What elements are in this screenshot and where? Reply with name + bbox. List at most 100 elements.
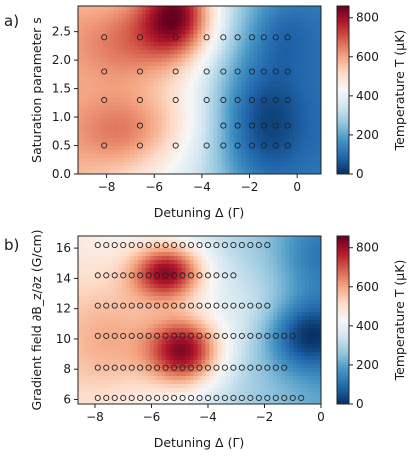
heatmap-cell	[249, 308, 254, 313]
heatmap-cell	[89, 98, 95, 103]
heatmap-cell	[273, 114, 278, 119]
heatmap-cell	[137, 122, 143, 127]
heatmap-cell	[289, 280, 294, 285]
heatmap-cell	[205, 300, 211, 305]
heatmap-cell	[105, 102, 111, 107]
heatmap-cell	[181, 78, 187, 83]
heatmap-cell	[209, 260, 215, 265]
heatmap-cell	[169, 130, 175, 135]
heatmap-cell	[177, 62, 183, 67]
heatmap-cell	[149, 54, 155, 59]
heatmap-cell	[101, 114, 107, 119]
heatmap-cell	[121, 364, 127, 369]
heatmap-cell	[85, 380, 91, 385]
heatmap-cell	[233, 18, 238, 23]
heatmap-cell	[121, 236, 127, 241]
heatmap-cell	[269, 276, 274, 281]
heatmap-cell	[145, 10, 151, 15]
heatmap-cell	[121, 158, 127, 163]
heatmap-cell	[165, 118, 171, 123]
heatmap-cell	[209, 62, 215, 67]
heatmap-cell	[113, 66, 119, 71]
heatmap-cell	[297, 158, 302, 163]
heatmap-cell	[177, 344, 183, 349]
heatmap-cell	[281, 372, 286, 377]
heatmap-cell	[221, 372, 226, 377]
heatmap-cell	[241, 268, 246, 273]
heatmap-cell	[78, 22, 83, 27]
heatmap-cell	[265, 102, 270, 107]
heatmap-cell	[229, 166, 234, 171]
heatmap-cell	[237, 130, 242, 135]
heatmap-cell	[253, 360, 258, 365]
heatmap-cell	[313, 102, 318, 107]
heatmap-cell	[297, 114, 302, 119]
heatmap-cell	[285, 30, 290, 35]
heatmap-cell	[249, 264, 254, 269]
heatmap-cell	[269, 332, 274, 337]
heatmap-cell	[297, 344, 302, 349]
heatmap-cell	[229, 38, 234, 43]
heatmap-cell	[161, 288, 167, 293]
heatmap-cell	[233, 90, 238, 95]
heatmap-cell	[277, 6, 282, 11]
heatmap-cell	[253, 142, 258, 147]
heatmap-cell	[305, 22, 310, 27]
heatmap-cell	[117, 150, 123, 155]
heatmap-cell	[209, 264, 215, 269]
heatmap-cell	[169, 300, 175, 305]
heatmap-cell	[277, 74, 282, 79]
heatmap-cell	[117, 158, 123, 163]
heatmap-cell	[217, 126, 223, 131]
heatmap-cell	[197, 280, 203, 285]
heatmap-cell	[145, 364, 151, 369]
heatmap-cell	[285, 268, 290, 273]
heatmap-cell	[273, 134, 278, 139]
heatmap-cell	[193, 10, 199, 15]
heatmap-cell	[237, 356, 242, 361]
heatmap-cell	[129, 30, 135, 35]
heatmap-cell	[281, 110, 286, 115]
heatmap-cell	[105, 288, 111, 293]
colorbar-tick-label: 200	[356, 128, 379, 142]
heatmap-cell	[137, 154, 143, 159]
heatmap-cell	[137, 316, 143, 321]
heatmap-cell	[125, 170, 131, 174]
heatmap-cell	[225, 54, 230, 59]
heatmap-cell	[125, 138, 131, 143]
heatmap-cell	[261, 142, 266, 147]
heatmap-cell	[257, 340, 262, 345]
heatmap-cell	[297, 340, 302, 345]
heatmap-cell	[129, 22, 135, 27]
heatmap-cell	[221, 142, 226, 147]
heatmap-cell	[165, 340, 171, 345]
heatmap-cell	[85, 58, 91, 63]
heatmap-cell	[209, 146, 215, 151]
heatmap-cell	[129, 356, 135, 361]
heatmap-cell	[161, 98, 167, 103]
heatmap-cell	[78, 324, 83, 329]
heatmap-cell	[269, 22, 274, 27]
heatmap-cell	[157, 240, 163, 245]
heatmap-cell	[305, 126, 310, 131]
heatmap-cell	[233, 134, 238, 139]
heatmap-cell	[217, 248, 223, 253]
heatmap-cell	[185, 400, 191, 404]
heatmap-cell	[85, 268, 91, 273]
heatmap-cell	[245, 102, 250, 107]
heatmap-cell	[125, 380, 131, 385]
heatmap-cell	[229, 130, 234, 135]
heatmap-cell	[93, 26, 99, 31]
heatmap-cell	[261, 276, 266, 281]
heatmap-cell	[133, 300, 139, 305]
heatmap-cell	[78, 292, 83, 297]
heatmap-cell	[133, 106, 139, 111]
heatmap-cell	[105, 118, 111, 123]
heatmap-cell	[169, 126, 175, 131]
heatmap-cell	[265, 14, 270, 19]
heatmap-cell	[217, 320, 223, 325]
heatmap-cell	[281, 388, 286, 393]
heatmap-cell	[209, 14, 215, 19]
heatmap-cell	[173, 300, 179, 305]
heatmap-cell	[289, 114, 294, 119]
